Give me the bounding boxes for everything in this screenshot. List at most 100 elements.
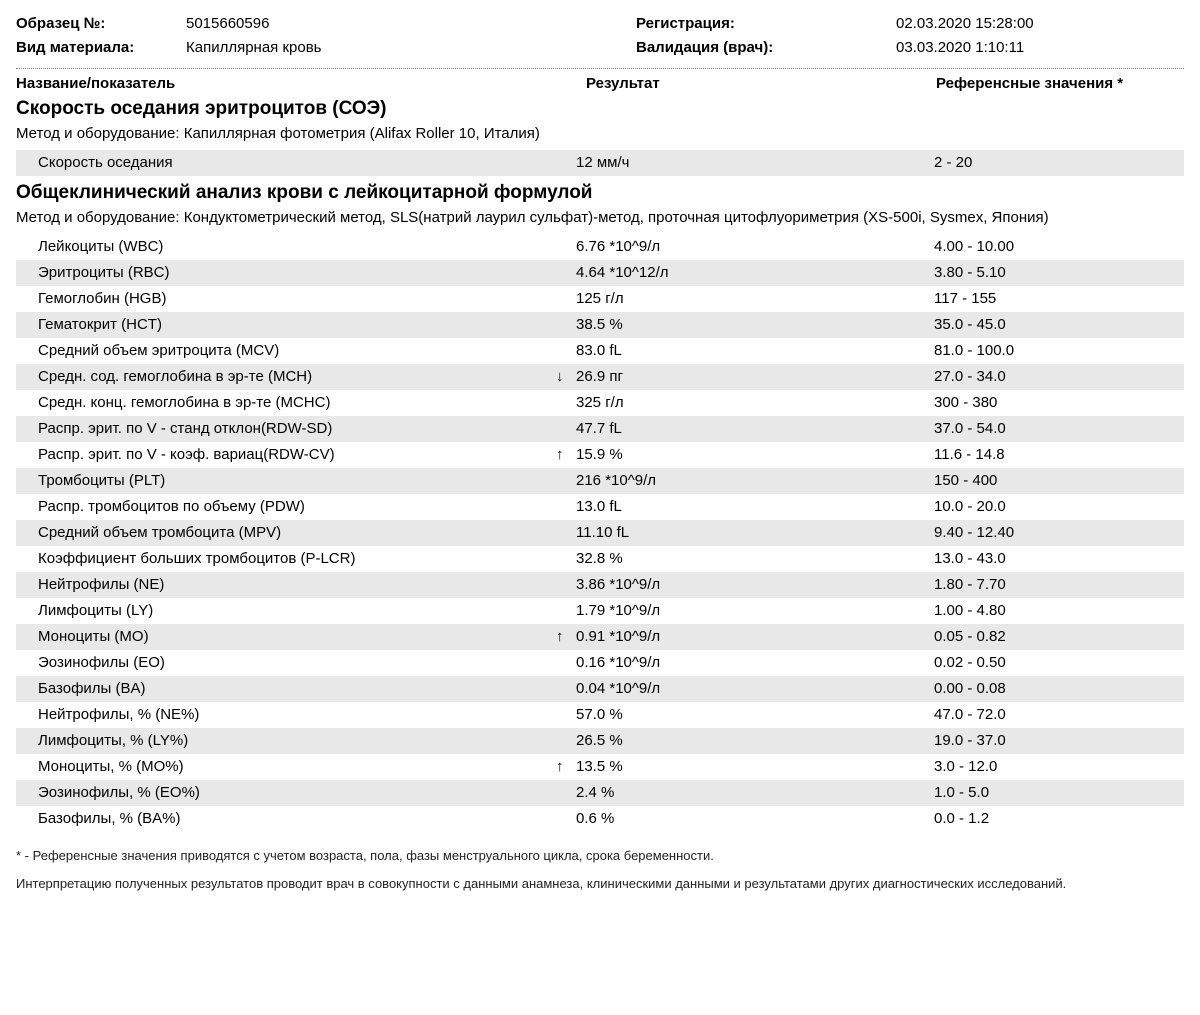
row-reference: 0.00 - 0.08	[934, 676, 1184, 702]
row-result: 12 мм/ч	[576, 150, 934, 176]
table-row: Эритроциты (RBC) 4.64 *10^12/л3.80 - 5.10	[16, 260, 1184, 286]
table-row: Моноциты (MO)↑0.91 *10^9/л0.05 - 0.82	[16, 624, 1184, 650]
table-row: Моноциты, % (MO%)↑13.5 %3.0 - 12.0	[16, 754, 1184, 780]
table-row: Гематокрит (HCT) 38.5 %35.0 - 45.0	[16, 312, 1184, 338]
row-result: 1.79 *10^9/л	[576, 598, 934, 624]
row-name: Тромбоциты (PLT)	[16, 468, 556, 494]
table-row: Эозинофилы, % (EO%)2.4 %1.0 - 5.0	[16, 780, 1184, 806]
row-name: Базофилы (BA)	[16, 676, 556, 702]
row-reference: 1.00 - 4.80	[934, 598, 1184, 624]
separator	[16, 68, 1184, 69]
row-reference: 150 - 400	[934, 468, 1184, 494]
row-reference: 117 - 155	[934, 286, 1184, 312]
row-reference: 19.0 - 37.0	[934, 728, 1184, 754]
table-row: Лимфоциты (LY) 1.79 *10^9/л1.00 - 4.80	[16, 598, 1184, 624]
row-result: 6.76 *10^9/л	[576, 234, 934, 260]
table-row: Нейтрофилы (NE)3.86 *10^9/л1.80 - 7.70	[16, 572, 1184, 598]
row-result: 125 г/л	[576, 286, 934, 312]
table-row: Средн. конц. гемоглобина в эр-те (MCHC) 3…	[16, 390, 1184, 416]
row-reference: 47.0 - 72.0	[934, 702, 1184, 728]
row-name: Распр. тромбоцитов по объему (PDW)	[16, 494, 556, 520]
row-reference: 1.80 - 7.70	[934, 572, 1184, 598]
column-headers: Название/показатель Результат Референсны…	[16, 75, 1184, 92]
row-name: Лимфоциты, % (LY%)	[16, 728, 556, 754]
table-row: Тромбоциты (PLT) 216 *10^9/л150 - 400	[16, 468, 1184, 494]
row-result: 11.10 fL	[576, 520, 934, 546]
row-reference: 3.80 - 5.10	[934, 260, 1184, 286]
row-reference: 9.40 - 12.40	[934, 520, 1184, 546]
row-reference: 27.0 - 34.0	[934, 364, 1184, 390]
registration-value: 02.03.2020 15:28:00	[896, 12, 1184, 36]
material-label: Вид материала:	[16, 36, 186, 60]
row-result: 38.5 %	[576, 312, 934, 338]
row-name: Лейкоциты (WBC)	[16, 234, 556, 260]
row-result: 15.9 %	[576, 442, 934, 468]
table-row: Базофилы, % (BA%) 0.6 %0.0 - 1.2	[16, 806, 1184, 832]
row-reference: 11.6 - 14.8	[934, 442, 1184, 468]
table-row: Коэффициент больших тромбоцитов (P-LCR)3…	[16, 546, 1184, 572]
table-row: Средний объем эритроцита (MCV)83.0 fL81.…	[16, 338, 1184, 364]
registration-label: Регистрация:	[636, 12, 896, 36]
row-reference: 2 - 20	[934, 150, 1184, 176]
row-result: 0.6 %	[576, 806, 934, 832]
row-result: 216 *10^9/л	[576, 468, 934, 494]
row-name: Распр. эрит. по V - коэф. вариац(RDW-CV)	[16, 442, 556, 468]
table-row: Средний объем тромбоцита (MPV) 11.10 fL9.…	[16, 520, 1184, 546]
row-reference: 13.0 - 43.0	[934, 546, 1184, 572]
row-reference: 0.05 - 0.82	[934, 624, 1184, 650]
row-name: Лимфоциты (LY)	[16, 598, 556, 624]
row-reference: 1.0 - 5.0	[934, 780, 1184, 806]
row-result: 4.64 *10^12/л	[576, 260, 934, 286]
row-result: 26.9 пг	[576, 364, 934, 390]
arrow-down-icon: ↓	[556, 364, 576, 390]
footnote-line: * - Референсные значения приводятся с уч…	[16, 842, 1184, 870]
row-name: Эритроциты (RBC)	[16, 260, 556, 286]
row-name: Средн. конц. гемоглобина в эр-те (MCHC)	[16, 390, 556, 416]
row-name: Моноциты, % (MO%)	[16, 754, 556, 780]
row-name: Распр. эрит. по V - станд отклон(RDW-SD)	[16, 416, 556, 442]
col-header-reference: Референсные значения *	[936, 75, 1184, 92]
row-result: 47.7 fL	[576, 416, 934, 442]
row-reference: 37.0 - 54.0	[934, 416, 1184, 442]
row-reference: 3.0 - 12.0	[934, 754, 1184, 780]
row-name: Гематокрит (HCT)	[16, 312, 556, 338]
row-name: Коэффициент больших тромбоцитов (P-LCR)	[16, 546, 556, 572]
row-result: 83.0 fL	[576, 338, 934, 364]
row-reference: 35.0 - 45.0	[934, 312, 1184, 338]
table-row: Распр. эрит. по V - коэф. вариац(RDW-CV)…	[16, 442, 1184, 468]
row-result: 57.0 %	[576, 702, 934, 728]
row-result: 2.4 %	[576, 780, 934, 806]
sample-no-label: Образец №:	[16, 12, 186, 36]
arrow-up-icon: ↑	[556, 442, 576, 468]
row-name: Средн. сод. гемоглобина в эр-те (MCH)	[16, 364, 556, 390]
row-reference: 0.02 - 0.50	[934, 650, 1184, 676]
table-row: Распр. эрит. по V - станд отклон(RDW-SD)…	[16, 416, 1184, 442]
table-row: Скорость оседания12 мм/ч2 - 20	[16, 150, 1184, 176]
row-name: Эозинофилы (EO)	[16, 650, 556, 676]
table-row: Гемоглобин (HGB) 125 г/л117 - 155	[16, 286, 1184, 312]
row-result: 26.5 %	[576, 728, 934, 754]
row-result: 325 г/л	[576, 390, 934, 416]
col-header-name: Название/показатель	[16, 75, 586, 92]
table-row: Лимфоциты, % (LY%) 26.5 %19.0 - 37.0	[16, 728, 1184, 754]
row-name: Моноциты (MO)	[16, 624, 556, 650]
table-row: Базофилы (BA)0.04 *10^9/л0.00 - 0.08	[16, 676, 1184, 702]
footnote-line: Интерпретацию полученных результатов про…	[16, 870, 1184, 898]
table-row: Эозинофилы (EO) 0.16 *10^9/л0.02 - 0.50	[16, 650, 1184, 676]
row-reference: 81.0 - 100.0	[934, 338, 1184, 364]
row-reference: 0.0 - 1.2	[934, 806, 1184, 832]
validation-value: 03.03.2020 1:10:11	[896, 36, 1184, 60]
arrow-up-icon: ↑	[556, 754, 576, 780]
row-result: 13.0 fL	[576, 494, 934, 520]
material-value: Капиллярная кровь	[186, 36, 636, 60]
table-row: Лейкоциты (WBC)6.76 *10^9/л4.00 - 10.00	[16, 234, 1184, 260]
header-left: Образец №: 5015660596 Вид материала: Кап…	[16, 12, 636, 60]
header-right: Регистрация: 02.03.2020 15:28:00 Валидац…	[636, 12, 1184, 60]
arrow-up-icon: ↑	[556, 624, 576, 650]
row-result: 0.16 *10^9/л	[576, 650, 934, 676]
table-row: Средн. сод. гемоглобина в эр-те (MCH)↓26…	[16, 364, 1184, 390]
row-reference: 300 - 380	[934, 390, 1184, 416]
row-name: Средний объем тромбоцита (MPV)	[16, 520, 556, 546]
row-name: Базофилы, % (BA%)	[16, 806, 556, 832]
row-name: Гемоглобин (HGB)	[16, 286, 556, 312]
